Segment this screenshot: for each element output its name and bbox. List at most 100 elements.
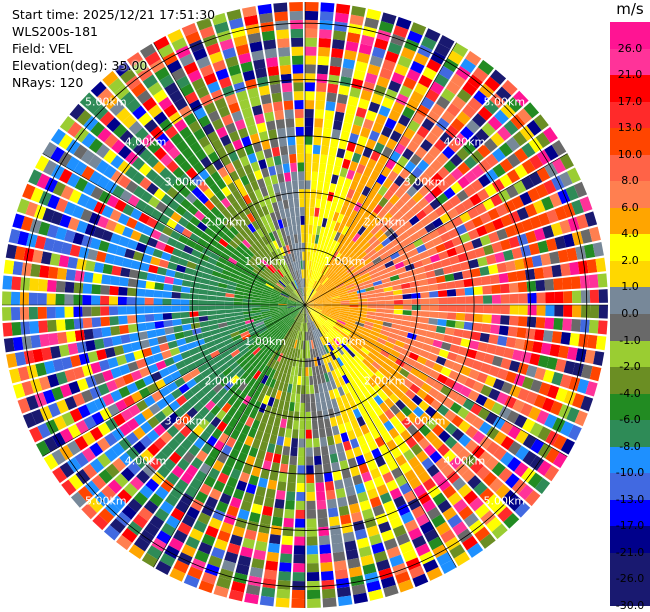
velocity-gate bbox=[94, 262, 104, 273]
velocity-gate bbox=[191, 323, 201, 330]
velocity-gate bbox=[306, 421, 312, 430]
velocity-gate bbox=[323, 182, 330, 192]
velocity-gate bbox=[327, 83, 338, 93]
velocity-gate bbox=[305, 73, 315, 82]
velocity-gate bbox=[465, 313, 474, 321]
velocity-gate bbox=[311, 180, 317, 189]
velocity-gate bbox=[316, 491, 325, 501]
velocity-gate bbox=[192, 276, 202, 283]
velocity-gate bbox=[310, 394, 315, 403]
velocity-gate bbox=[320, 553, 332, 563]
range-label: 2.00km bbox=[364, 215, 406, 228]
velocity-gate bbox=[337, 94, 348, 104]
velocity-gate bbox=[289, 2, 303, 11]
velocity-gate bbox=[285, 500, 295, 510]
velocity-gate bbox=[208, 290, 217, 295]
velocity-gate bbox=[509, 283, 519, 293]
velocity-gate bbox=[118, 316, 128, 325]
velocity-gate bbox=[331, 534, 343, 544]
velocity-gate bbox=[326, 164, 334, 174]
velocity-gate bbox=[430, 305, 439, 311]
velocity-gate bbox=[305, 154, 312, 163]
nrays-text: NRays: 120 bbox=[12, 74, 215, 91]
velocity-gate bbox=[293, 572, 305, 581]
velocity-gate bbox=[148, 265, 158, 274]
velocity-gate bbox=[154, 314, 163, 321]
velocity-gate bbox=[553, 318, 563, 330]
velocity-gate bbox=[65, 282, 75, 293]
velocity-gate bbox=[285, 428, 292, 438]
velocity-gate bbox=[315, 199, 321, 208]
velocity-gate bbox=[260, 305, 269, 307]
velocity-gate bbox=[445, 327, 455, 335]
colorbar-tick-label: 8.0 bbox=[610, 175, 650, 187]
velocity-gate bbox=[334, 111, 344, 121]
velocity-gate bbox=[307, 572, 319, 581]
velocity-gate bbox=[330, 417, 337, 427]
velocity-gate bbox=[330, 57, 342, 67]
velocity-gate bbox=[394, 310, 403, 315]
velocity-gate bbox=[307, 519, 317, 528]
velocity-gate bbox=[317, 181, 324, 191]
velocity-gate bbox=[358, 298, 367, 301]
velocity-gate bbox=[306, 501, 315, 510]
velocity-gate bbox=[336, 4, 350, 15]
velocity-gate bbox=[264, 497, 274, 507]
velocity-gate bbox=[376, 297, 385, 301]
velocity-gate bbox=[319, 535, 330, 545]
velocity-gate bbox=[295, 510, 305, 519]
velocity-gate bbox=[312, 172, 318, 181]
velocity-gate bbox=[307, 545, 318, 554]
velocity-gate bbox=[280, 65, 291, 75]
velocity-gate bbox=[92, 273, 102, 283]
velocity-gate bbox=[4, 260, 15, 274]
velocity-gate bbox=[305, 145, 312, 154]
velocity-gate bbox=[189, 306, 198, 311]
velocity-gate bbox=[208, 315, 217, 320]
velocity-gate bbox=[338, 451, 347, 461]
velocity-gate bbox=[490, 325, 500, 335]
velocity-gate bbox=[327, 436, 335, 446]
velocity-gate bbox=[282, 536, 293, 546]
velocity-gate bbox=[554, 305, 563, 317]
velocity-gate bbox=[264, 569, 277, 579]
velocity-gate bbox=[181, 318, 191, 325]
colorbar-tick-label: -30.0 bbox=[610, 600, 650, 612]
velocity-gate bbox=[243, 305, 252, 308]
velocity-gate bbox=[323, 128, 332, 138]
velocity-gate bbox=[216, 306, 225, 310]
velocity-gate bbox=[55, 294, 64, 305]
velocity-gate bbox=[285, 109, 294, 119]
velocity-gate bbox=[243, 308, 252, 311]
velocity-gate bbox=[305, 64, 316, 73]
velocity-gate bbox=[507, 272, 517, 283]
velocity-gate bbox=[147, 273, 157, 282]
velocity-gate bbox=[154, 282, 164, 290]
velocity-gate bbox=[183, 274, 193, 281]
velocity-gate bbox=[291, 599, 305, 608]
velocity-gate bbox=[173, 278, 183, 285]
velocity-gate bbox=[234, 302, 243, 305]
velocity-gate bbox=[292, 384, 297, 393]
velocity-gate bbox=[327, 499, 337, 509]
colorbar-tick-label: 2.0 bbox=[610, 255, 650, 267]
velocity-gate bbox=[145, 281, 155, 289]
velocity-gate bbox=[303, 350, 305, 359]
velocity-gate bbox=[525, 269, 535, 280]
velocity-gate bbox=[340, 514, 351, 525]
velocity-gate bbox=[438, 312, 447, 319]
range-label: 3.00km bbox=[165, 415, 207, 428]
velocity-gate bbox=[305, 118, 313, 127]
velocity-gate bbox=[145, 289, 154, 297]
velocity-gate bbox=[148, 338, 158, 347]
velocity-gate bbox=[358, 308, 367, 311]
velocity-gate bbox=[157, 267, 167, 275]
field-text: Field: VEL bbox=[12, 40, 215, 57]
velocity-gate bbox=[477, 342, 488, 352]
velocity-gate bbox=[269, 434, 277, 444]
velocity-gate bbox=[325, 173, 332, 183]
velocity-gate bbox=[94, 339, 105, 350]
velocity-gate bbox=[349, 302, 358, 304]
velocity-gate bbox=[483, 305, 492, 313]
velocity-gate bbox=[85, 340, 96, 351]
